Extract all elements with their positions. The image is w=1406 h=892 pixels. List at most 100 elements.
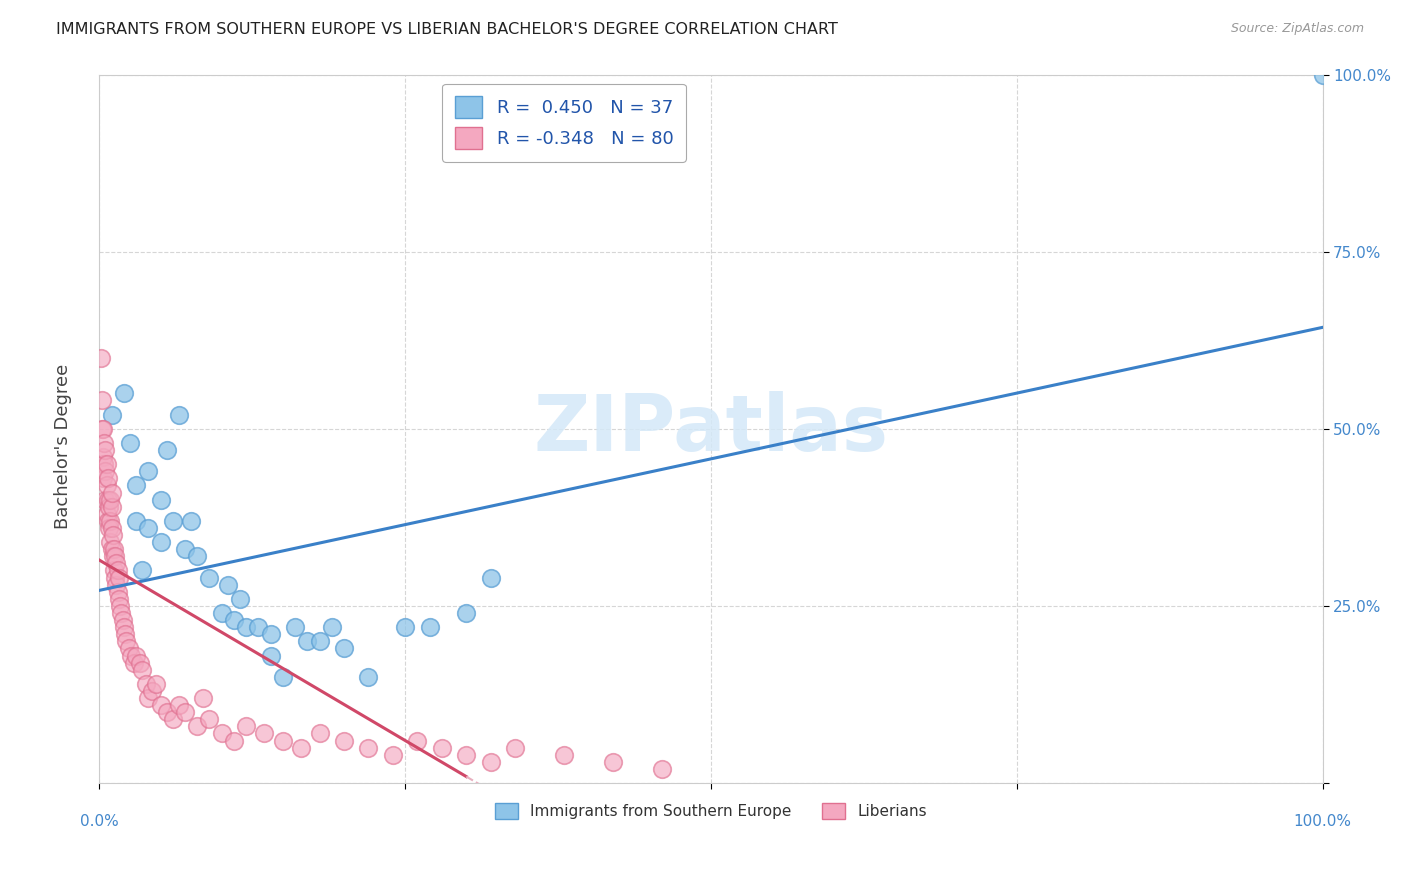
Point — [253, 726, 276, 740]
Point — [94, 492, 117, 507]
Point — [321, 620, 343, 634]
Point — [503, 740, 526, 755]
Point — [98, 492, 121, 507]
Point — [122, 656, 145, 670]
Point — [131, 663, 153, 677]
Point — [381, 747, 404, 762]
Point — [101, 528, 124, 542]
Point — [105, 557, 128, 571]
Point — [100, 408, 122, 422]
Point — [118, 436, 141, 450]
Point — [141, 684, 163, 698]
Point — [211, 726, 233, 740]
Point — [100, 500, 122, 514]
Point — [100, 521, 122, 535]
Point — [112, 620, 135, 634]
Point — [108, 591, 131, 606]
Point — [271, 670, 294, 684]
Point — [180, 514, 202, 528]
Point — [211, 606, 233, 620]
Point — [186, 719, 208, 733]
Point — [430, 740, 453, 755]
Point — [284, 620, 307, 634]
Point — [186, 549, 208, 564]
Point — [118, 641, 141, 656]
Point — [308, 634, 330, 648]
Point — [217, 577, 239, 591]
Point — [104, 549, 127, 564]
Point — [96, 507, 118, 521]
Point — [229, 591, 252, 606]
Text: IMMIGRANTS FROM SOUTHERN EUROPE VS LIBERIAN BACHELOR'S DEGREE CORRELATION CHART: IMMIGRANTS FROM SOUTHERN EUROPE VS LIBER… — [56, 22, 838, 37]
Point — [114, 627, 136, 641]
Point — [98, 521, 121, 535]
Point — [162, 514, 184, 528]
Point — [235, 719, 257, 733]
Point — [174, 705, 197, 719]
Point — [149, 492, 172, 507]
Point — [145, 677, 167, 691]
Text: ZIPatlas: ZIPatlas — [533, 391, 889, 467]
Point — [222, 733, 245, 747]
Point — [97, 471, 120, 485]
Point — [602, 755, 624, 769]
Point — [94, 464, 117, 478]
Point — [100, 485, 122, 500]
Point — [96, 457, 118, 471]
Point — [110, 606, 132, 620]
Point — [156, 705, 179, 719]
Point — [125, 478, 148, 492]
Point — [135, 677, 157, 691]
Text: Source: ZipAtlas.com: Source: ZipAtlas.com — [1230, 22, 1364, 36]
Point — [125, 514, 148, 528]
Point — [136, 521, 159, 535]
Point — [97, 492, 120, 507]
Point — [103, 542, 125, 557]
Point — [149, 698, 172, 712]
Point — [125, 648, 148, 663]
Point — [333, 733, 356, 747]
Point — [100, 542, 122, 557]
Point — [90, 422, 112, 436]
Point — [419, 620, 441, 634]
Point — [111, 613, 134, 627]
Point — [235, 620, 257, 634]
Point — [1312, 68, 1334, 82]
Point — [271, 733, 294, 747]
Point — [247, 620, 270, 634]
Point — [456, 606, 478, 620]
Point — [136, 464, 159, 478]
Point — [91, 471, 114, 485]
Point — [651, 762, 673, 776]
Point — [131, 564, 153, 578]
Point — [91, 422, 114, 436]
Point — [357, 670, 380, 684]
Point — [120, 648, 142, 663]
Point — [456, 747, 478, 762]
Point — [98, 514, 121, 528]
Point — [97, 514, 120, 528]
Point — [112, 386, 135, 401]
Point — [91, 450, 114, 464]
Point — [108, 599, 131, 613]
Point — [96, 478, 118, 492]
Point — [105, 577, 128, 591]
Point — [162, 712, 184, 726]
Point — [136, 691, 159, 706]
Point — [101, 549, 124, 564]
Point — [107, 584, 129, 599]
Point — [394, 620, 416, 634]
Point — [167, 408, 190, 422]
Point — [259, 627, 281, 641]
Point — [290, 740, 312, 755]
Point — [479, 755, 502, 769]
Point — [149, 535, 172, 549]
Point — [115, 634, 138, 648]
Point — [98, 535, 121, 549]
Point — [104, 570, 127, 584]
Point — [406, 733, 429, 747]
Point — [93, 436, 115, 450]
Point — [103, 564, 125, 578]
Text: Bachelor's Degree: Bachelor's Degree — [55, 363, 72, 529]
Point — [107, 564, 129, 578]
